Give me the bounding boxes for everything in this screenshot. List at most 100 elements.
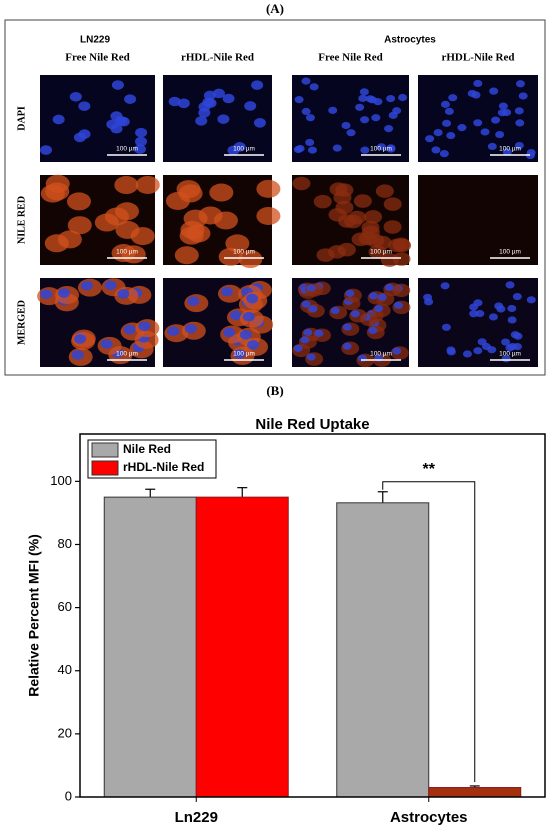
nucleus (295, 144, 305, 153)
micrograph: 100 µm (40, 75, 155, 162)
cell-stain (364, 210, 383, 224)
nucleus (425, 135, 435, 143)
nucleus (80, 280, 93, 291)
nucleus (386, 95, 396, 103)
nucleus (227, 145, 240, 156)
micrograph: 100 µm (40, 174, 160, 265)
nucleus (133, 144, 146, 154)
significance-label: ** (423, 461, 436, 478)
cell-stain (358, 231, 377, 246)
micrograph: 100 µm (163, 175, 281, 269)
scale-bar-label: 100 µm (499, 146, 521, 153)
micrograph: 100 µm (418, 175, 538, 265)
bar (103, 496, 197, 798)
nucleus (505, 281, 515, 289)
nucleus (487, 346, 497, 354)
nucleus (371, 114, 381, 122)
cell-stain (313, 194, 332, 209)
cell-stain (44, 234, 69, 253)
cell-stain (174, 246, 199, 265)
nucleus (515, 80, 525, 88)
nucleus (202, 97, 215, 108)
nucleus (167, 326, 180, 337)
nucleus (462, 350, 472, 358)
nucleus (448, 94, 458, 102)
cell-stain (353, 194, 372, 208)
nucleus (357, 354, 367, 362)
nucleus (444, 107, 454, 115)
nucleus (359, 88, 369, 96)
row-label: DAPI (16, 106, 27, 131)
nucleus (342, 342, 352, 350)
y-tick-label: 0 (65, 788, 72, 803)
y-tick-label: 80 (58, 536, 72, 551)
nucleus (307, 146, 317, 154)
nucleus (294, 96, 304, 104)
nucleus (440, 100, 450, 108)
nucleus (309, 83, 319, 91)
cell-stain (256, 179, 281, 198)
nucleus (100, 339, 113, 349)
nucleus (78, 129, 91, 139)
micrograph: 100 µm (418, 75, 538, 162)
cell-stain (327, 245, 346, 259)
nucleus (512, 343, 522, 351)
nucleus (111, 80, 124, 90)
nucleus (467, 89, 477, 98)
nucleus (212, 88, 225, 99)
nucleus (433, 128, 443, 137)
nucleus (491, 116, 501, 124)
nucleus (135, 136, 148, 147)
nucleus (440, 282, 450, 290)
nucleus (246, 293, 259, 304)
nucleus (510, 331, 520, 339)
nucleus (496, 305, 506, 313)
nucleus (473, 119, 483, 127)
scale-bar-label: 100 µm (370, 249, 392, 256)
nucleus (253, 118, 266, 128)
nucleus (117, 289, 130, 299)
nucleus (431, 146, 441, 154)
nucleus (355, 103, 365, 111)
nucleus (301, 300, 311, 308)
nucleus (446, 348, 456, 356)
chart-title: Nile Red Uptake (255, 416, 369, 433)
bar (428, 787, 522, 798)
cell-stain (135, 175, 160, 194)
cell-stain (104, 207, 129, 226)
group-label: LN229 (80, 35, 110, 46)
cell-stain (66, 192, 91, 211)
nucleus (384, 125, 394, 133)
nucleus (507, 304, 517, 313)
nucleus (293, 344, 303, 352)
scale-bar-label: 100 µm (370, 146, 392, 153)
nucleus (441, 323, 451, 331)
nucleus (220, 286, 233, 297)
column-label: Free Nile Red (65, 52, 130, 64)
scale-bar-label: 100 µm (370, 351, 392, 358)
nucleus (247, 340, 260, 350)
micrograph: 100 µm (163, 75, 272, 162)
nucleus (52, 114, 65, 125)
legend-swatch (91, 442, 119, 458)
nucleus (239, 329, 252, 340)
nucleus (377, 293, 387, 301)
cell-stain (368, 245, 387, 259)
bar-chart: Nile Red Uptake Relative Percent MFI (%) 0… (26, 416, 546, 826)
nucleus (392, 107, 402, 115)
nucleus (330, 306, 340, 315)
cell-stain (45, 174, 70, 193)
scale-bar-label: 100 µm (499, 351, 521, 358)
cell-stain (348, 210, 367, 225)
nucleus (446, 131, 456, 140)
y-axis-label: Relative Percent MFI (%) (26, 534, 42, 697)
panel-label: (B) (266, 383, 283, 398)
nucleus (424, 298, 434, 306)
nucleus (384, 283, 394, 292)
micrograph: 100 µm (37, 278, 160, 367)
nucleus (487, 142, 497, 151)
y-tick-label: 100 (50, 473, 72, 488)
y-tick-label: 40 (58, 662, 72, 677)
nucleus (306, 353, 316, 361)
